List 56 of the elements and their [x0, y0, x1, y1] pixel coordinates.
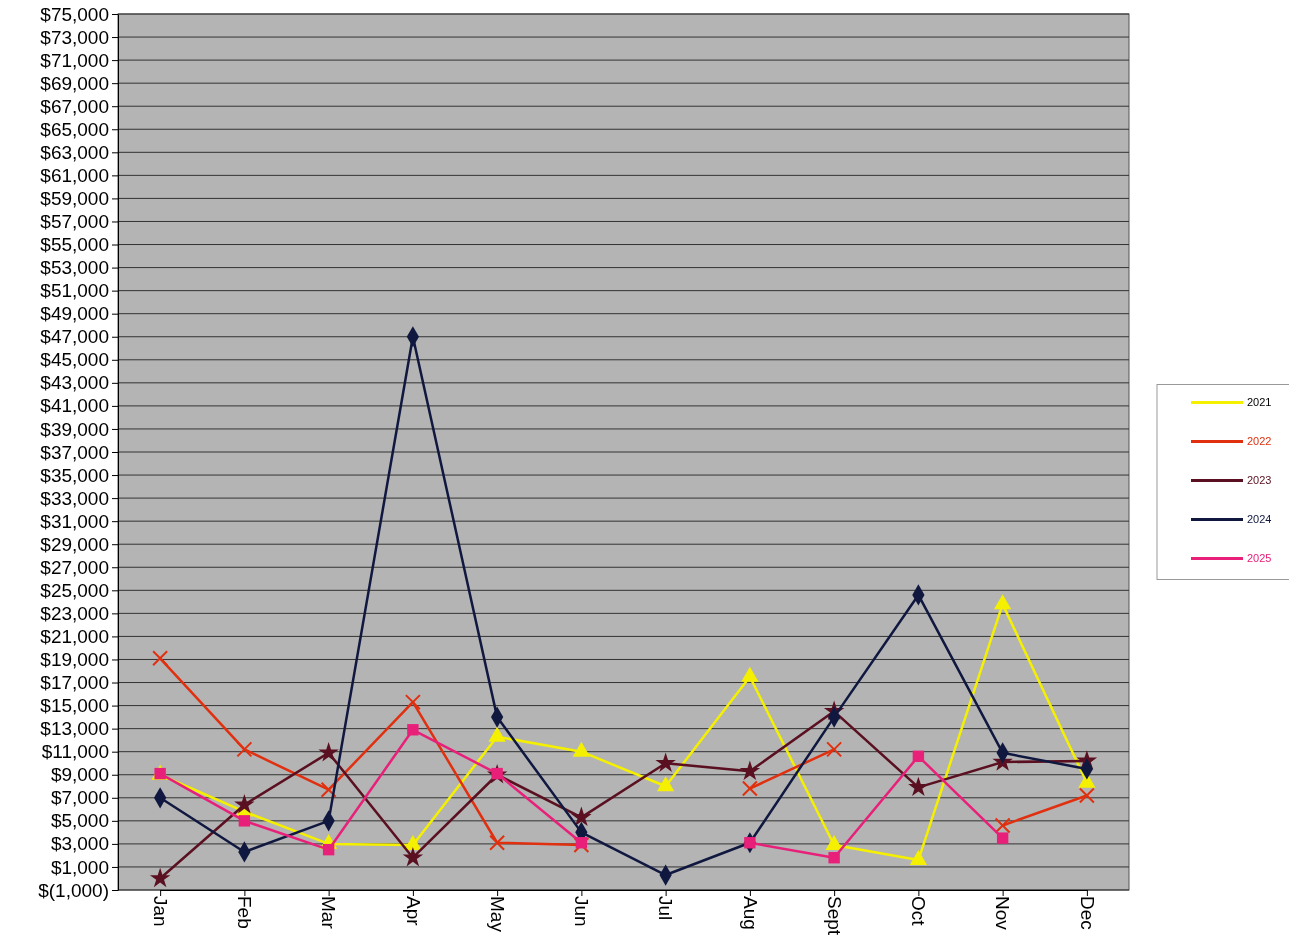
y-tick-label: $13,000 — [40, 718, 109, 740]
y-tick-label: $17,000 — [40, 672, 109, 694]
legend-label: 2024 — [1247, 513, 1272, 526]
legend-label: 2023 — [1247, 474, 1272, 487]
legend-label: 2021 — [1247, 396, 1272, 409]
y-tick-label: $47,000 — [40, 326, 109, 348]
y-tick-label: $53,000 — [40, 257, 109, 279]
x-tick-label: Dec — [1076, 896, 1098, 930]
y-tick-label: $21,000 — [40, 626, 109, 647]
y-tick-label: $63,000 — [40, 141, 109, 163]
x-tick-label: Aug — [739, 896, 761, 930]
x-tick-label: Apr — [402, 896, 424, 927]
y-tick-label: $5,000 — [50, 810, 109, 832]
x-tick-label: Jan — [149, 896, 171, 927]
y-tick-label: $45,000 — [40, 349, 109, 371]
y-tick-label: $23,000 — [40, 602, 109, 624]
y-tick-label: $59,000 — [40, 188, 109, 209]
y-tick-label: $51,000 — [40, 280, 109, 302]
y-tick-label: $7,000 — [50, 787, 109, 809]
x-tick-label: Oct — [908, 896, 930, 927]
y-tick-label: $49,000 — [40, 303, 109, 325]
y-tick-label: $11,000 — [41, 741, 109, 763]
y-tick-label: $35,000 — [40, 464, 109, 486]
x-tick-label: May — [486, 896, 508, 933]
y-tick-label: $29,000 — [40, 533, 109, 555]
y-tick-label: $25,000 — [40, 579, 109, 601]
x-tick-label: Mar — [318, 896, 340, 930]
y-tick-label: $1,000 — [50, 856, 109, 878]
x-tick-label: Jun — [571, 896, 593, 927]
y-tick-label: $3,000 — [50, 833, 109, 855]
y-tick-label: $(1,000) — [38, 879, 109, 901]
x-tick-label: Feb — [234, 896, 256, 929]
y-tick-label: $41,000 — [40, 395, 109, 417]
y-tick-label: $37,000 — [40, 441, 109, 463]
y-tick-label: $43,000 — [40, 372, 109, 394]
y-tick-label: $9,000 — [50, 764, 109, 786]
x-tick-label: Sept — [823, 896, 845, 935]
x-tick-label: Nov — [992, 896, 1014, 931]
y-tick-label: $61,000 — [40, 164, 109, 186]
y-tick-label: $65,000 — [40, 118, 109, 140]
y-tick-label: $15,000 — [40, 695, 109, 717]
legend-label: 2022 — [1247, 435, 1272, 448]
y-tick-label: $71,000 — [40, 49, 109, 71]
y-tick-label: $75,000 — [40, 3, 109, 25]
y-tick-label: $67,000 — [40, 95, 109, 117]
y-tick-label: $69,000 — [40, 72, 109, 94]
y-tick-label: $55,000 — [40, 234, 109, 256]
y-tick-label: $39,000 — [40, 418, 109, 440]
y-tick-label: $27,000 — [40, 556, 109, 578]
y-tick-label: $33,000 — [40, 487, 109, 509]
y-tick-label: $73,000 — [40, 26, 109, 48]
y-tick-label: $57,000 — [40, 211, 109, 233]
y-tick-label: $31,000 — [40, 510, 109, 532]
y-tick-label: $19,000 — [40, 649, 109, 671]
legend-label: 2025 — [1247, 552, 1272, 565]
x-tick-label: Jul — [655, 896, 677, 921]
